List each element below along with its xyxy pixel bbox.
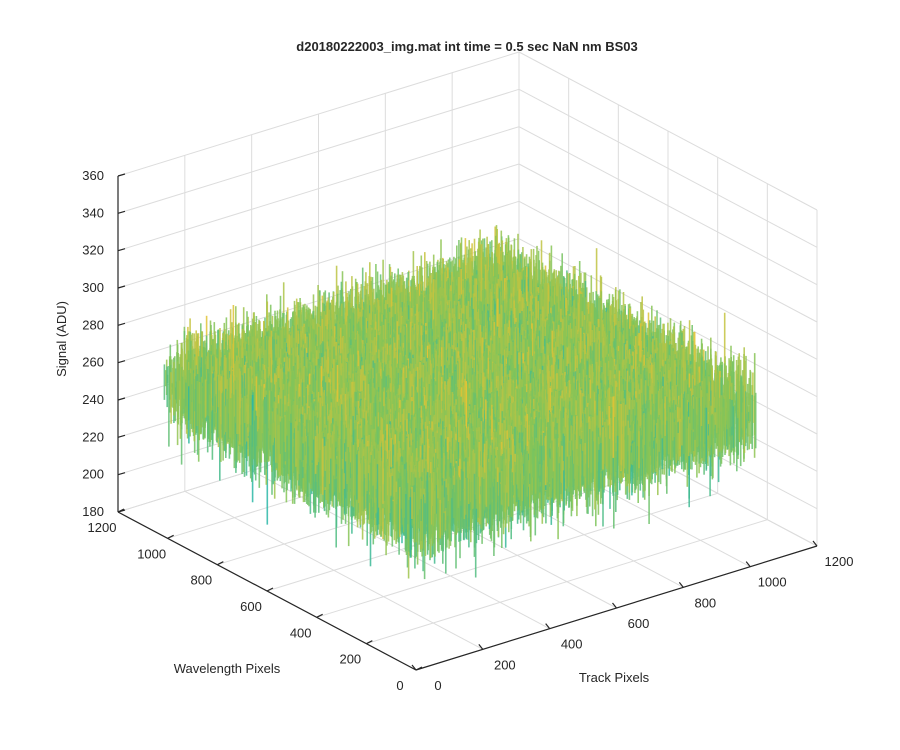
floor-grid-line — [366, 520, 767, 644]
surface-data — [164, 225, 755, 579]
